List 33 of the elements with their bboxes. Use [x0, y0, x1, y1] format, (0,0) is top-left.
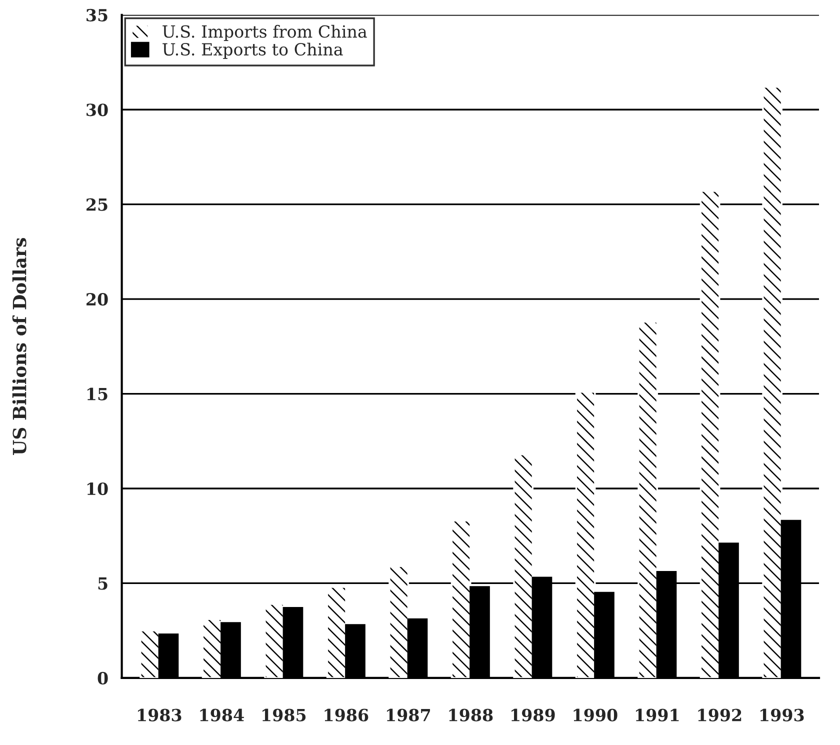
y-tick-label: 15 — [87, 388, 108, 400]
bar — [700, 190, 720, 678]
x-tick-label: 1989 — [511, 708, 555, 722]
bar — [140, 630, 160, 678]
bar — [388, 565, 409, 678]
y-tick-label: 0 — [98, 672, 108, 685]
bar — [638, 320, 658, 678]
bar — [326, 586, 347, 678]
y-tick-label: 25 — [86, 198, 108, 211]
y-tick-label: 5 — [98, 577, 108, 590]
y-tick-label: 10 — [87, 482, 108, 496]
legend-label: U.S. Exports to China — [162, 42, 343, 59]
x-tick-label: 1988 — [449, 708, 493, 722]
y-axis-title: US Billions of Dollars — [12, 238, 26, 455]
bar — [264, 603, 284, 678]
bar — [202, 618, 222, 678]
x-tick-label: 1983 — [138, 708, 182, 722]
bar — [575, 391, 596, 678]
x-tick-label: 1992 — [698, 708, 742, 722]
y-tick-label: 30 — [86, 104, 108, 116]
x-tick-label: 1991 — [636, 708, 679, 722]
bar — [762, 86, 782, 678]
y-tick-label: 35 — [86, 8, 108, 22]
x-tick-label: 1987 — [386, 708, 430, 722]
x-tick-label: 1985 — [262, 708, 306, 722]
y-tick-label: 20 — [86, 293, 108, 306]
legend-label: U.S. Imports from China — [162, 24, 367, 42]
x-tick-label: 1990 — [574, 708, 618, 722]
x-tick-label: 1986 — [324, 708, 368, 722]
bar — [450, 520, 472, 678]
bar — [513, 454, 534, 678]
x-tick-label: 1984 — [200, 708, 244, 722]
x-tick-label: 1993 — [760, 708, 804, 722]
